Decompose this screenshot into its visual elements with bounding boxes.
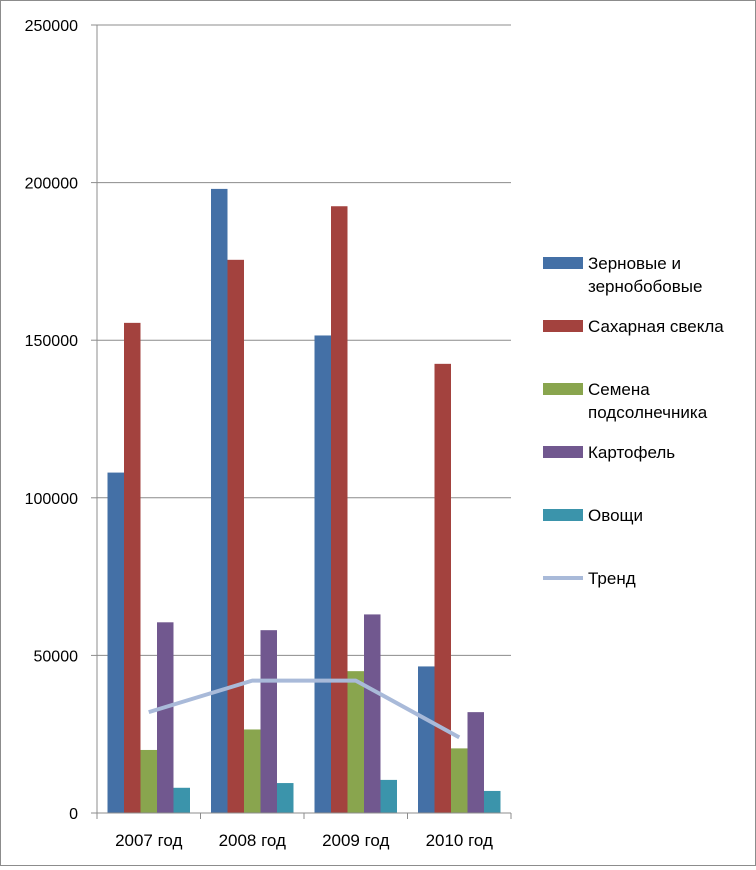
legend-label: Зерновые и [588, 254, 681, 273]
bar [260, 630, 277, 813]
legend-key [543, 383, 583, 395]
bar [314, 335, 331, 813]
legend-label: подсолнечника [588, 403, 708, 422]
bar [347, 671, 364, 813]
y-tick-label: 100000 [25, 491, 78, 508]
legend-label: Сахарная свекла [588, 317, 724, 336]
legend-label: Тренд [588, 569, 636, 588]
x-tick-label: 2007 год [115, 831, 182, 850]
legend-label: Семена [588, 380, 650, 399]
bar [124, 322, 141, 813]
bar [484, 790, 501, 813]
bar [418, 666, 435, 813]
legend-key [543, 257, 583, 269]
x-tick-label: 2009 год [322, 831, 389, 850]
x-tick-label: 2008 год [219, 831, 286, 850]
bar [173, 787, 190, 813]
legend-key [543, 320, 583, 332]
legend-key [543, 446, 583, 458]
trend-line [148, 678, 461, 740]
bar [107, 472, 124, 813]
legend-label: Картофель [588, 443, 675, 462]
x-tick-label: 2010 год [426, 831, 493, 850]
bar [434, 363, 451, 813]
y-tick-label: 200000 [25, 176, 78, 193]
legend-layer: Зерновые и зернобобовые Сахарная свекла Сем… [543, 254, 724, 588]
bar [244, 729, 261, 813]
bar [331, 206, 348, 814]
bar [451, 748, 468, 813]
bars-layer [107, 188, 501, 814]
y-tick-label: 0 [69, 806, 78, 823]
y-tick-label: 50000 [34, 648, 79, 665]
bar [364, 614, 381, 813]
axis-layer: 0 50000 100000 150000 200000 250000 2007 год 20… [25, 18, 512, 850]
bar [467, 712, 484, 813]
bar [277, 783, 294, 813]
legend-label: зернобобовые [588, 277, 702, 296]
legend-key [543, 509, 583, 521]
bar [157, 622, 174, 813]
bar [140, 749, 157, 813]
y-tick-label: 150000 [25, 333, 78, 350]
bar [211, 188, 228, 813]
legend-label: Овощи [588, 506, 643, 525]
y-tick-label: 250000 [25, 18, 78, 35]
bar [380, 779, 397, 813]
trend-layer [148, 678, 461, 740]
bar [227, 259, 244, 813]
